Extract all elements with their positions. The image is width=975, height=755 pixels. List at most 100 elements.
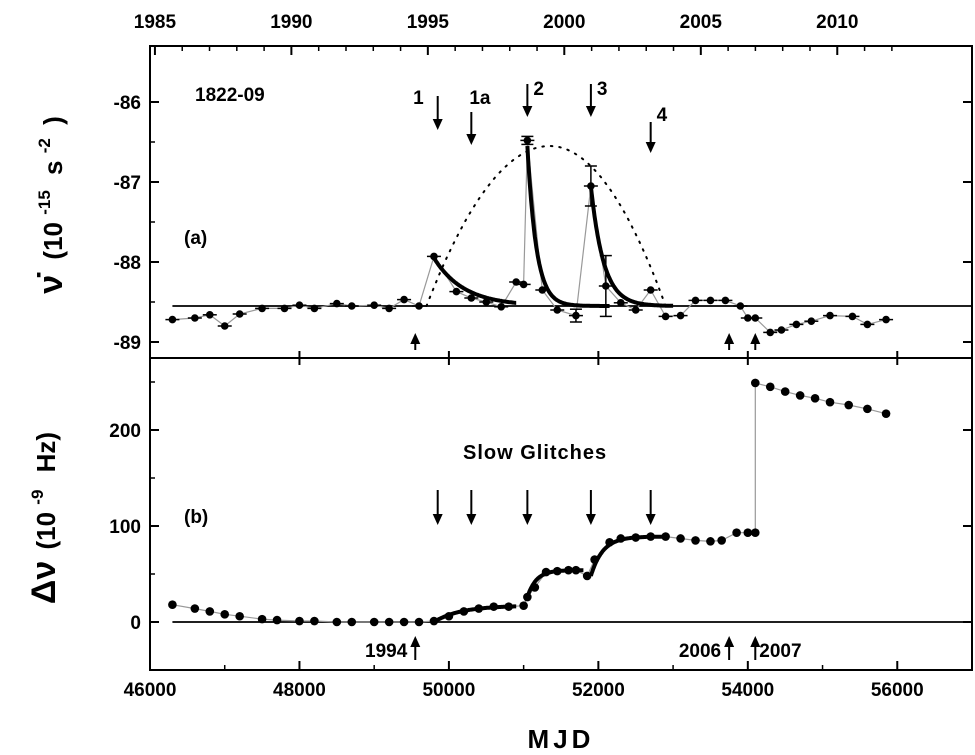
data-point <box>272 615 282 625</box>
envelope-curve <box>425 145 667 307</box>
data-point <box>205 607 215 616</box>
fit-curve-3 <box>588 185 674 308</box>
data-point <box>848 312 857 321</box>
data-point <box>736 302 745 310</box>
data-point <box>676 534 685 543</box>
glitch-label: 4 <box>657 105 668 126</box>
data-point <box>414 617 424 627</box>
data-point <box>400 295 408 304</box>
data-point <box>795 391 805 400</box>
glitch-label: 1 <box>413 88 424 109</box>
normal-glitch-label: 1994 <box>365 641 408 662</box>
data-point <box>430 252 438 261</box>
data-point <box>467 294 476 302</box>
data-point <box>332 617 342 627</box>
x-tick-label: 46000 <box>124 680 177 701</box>
data-point <box>605 538 614 547</box>
yb-tick-label: 0 <box>130 613 141 634</box>
panel-b-y-axis: 0 100 200 <box>109 381 972 634</box>
data-point <box>751 314 760 322</box>
glitch-label: 3 <box>597 79 608 100</box>
data-point <box>519 280 528 289</box>
normal-glitch-arrow-a-head <box>724 333 735 344</box>
object-label: 1822-09 <box>195 85 265 106</box>
data-point <box>844 400 853 410</box>
normal-glitch-arrow-b-head <box>750 636 761 647</box>
ya-tick-label: -86 <box>114 93 141 114</box>
data-point <box>826 311 834 320</box>
data-point <box>553 306 562 314</box>
data-point <box>333 299 341 308</box>
top-year-label: 2000 <box>543 12 585 33</box>
top-year-label: 1985 <box>134 12 177 33</box>
yb-tick-label: 100 <box>109 517 141 538</box>
data-point <box>489 602 499 611</box>
data-point <box>572 311 580 320</box>
data-point <box>807 317 816 326</box>
data-point <box>295 616 304 626</box>
panel-a-y-axis: -86 -87 -88 -89 <box>114 93 972 354</box>
normal-glitch-arrow-a-head <box>410 333 421 344</box>
step-curve-3 <box>588 534 670 577</box>
slow-glitches-label: Slow Glitches <box>463 442 607 464</box>
fit-curve-2 <box>525 145 610 308</box>
x-tick-label: 48000 <box>273 680 326 701</box>
data-point <box>190 604 200 613</box>
data-point <box>258 304 266 313</box>
panel-b-plot: 1994 2006 2007 <box>168 378 972 662</box>
glitch-arrow-1-head <box>432 119 443 130</box>
normal-glitch-label: 2007 <box>759 641 801 662</box>
data-point <box>523 136 532 145</box>
data-point <box>881 409 891 418</box>
data-point <box>744 314 752 322</box>
glitch-label: 2 <box>533 79 544 100</box>
data-point <box>168 600 177 610</box>
data-point <box>504 602 513 611</box>
data-point <box>721 296 730 305</box>
data-point <box>429 616 439 626</box>
ydot-symbol: ν̇ <box>32 272 70 294</box>
slow-glitch-arrow-head <box>432 514 443 525</box>
data-point <box>347 617 357 627</box>
data-point <box>631 533 641 542</box>
data-point <box>750 528 760 538</box>
normal-glitch-arrow-b-head <box>410 636 421 647</box>
data-point <box>280 304 289 313</box>
data-point <box>235 611 244 621</box>
data-point <box>564 565 573 575</box>
panel-b-label: (b) <box>184 507 208 528</box>
data-point <box>523 592 532 602</box>
data-point <box>616 534 626 543</box>
data-point <box>347 302 356 310</box>
data-point <box>205 311 214 319</box>
data-point <box>717 536 726 545</box>
data-point <box>792 320 801 329</box>
data-point <box>646 532 655 541</box>
glitch-arrow-4-head <box>645 142 656 153</box>
data-point <box>385 304 393 313</box>
glitch-arrow-1a-head <box>466 134 477 145</box>
data-point <box>616 299 625 307</box>
data-point <box>631 306 640 314</box>
data-point <box>369 617 379 627</box>
glitch-label: 1a <box>469 88 491 109</box>
data-point <box>519 601 528 610</box>
data-point <box>661 312 670 321</box>
data-point <box>444 611 454 621</box>
data-point <box>766 328 775 337</box>
slow-glitch-arrow-head <box>585 514 596 525</box>
data-point <box>257 614 267 624</box>
data-point <box>676 311 685 320</box>
glitch-arrow-3-head <box>585 106 596 117</box>
ya-tick-label: -89 <box>114 333 141 354</box>
ya-tick-label: -88 <box>114 253 141 274</box>
top-year-axis: 1985 1990 1995 2000 2005 2010 <box>134 12 893 55</box>
data-point <box>191 314 199 322</box>
data-point <box>810 394 820 403</box>
data-point <box>474 604 484 613</box>
x-tick-label: 50000 <box>422 680 475 701</box>
data-point <box>732 528 741 538</box>
ya-tick-label: -87 <box>114 173 141 194</box>
panel-a-y-title: ν̇ (10 -15 s -2 ) <box>26 116 70 294</box>
